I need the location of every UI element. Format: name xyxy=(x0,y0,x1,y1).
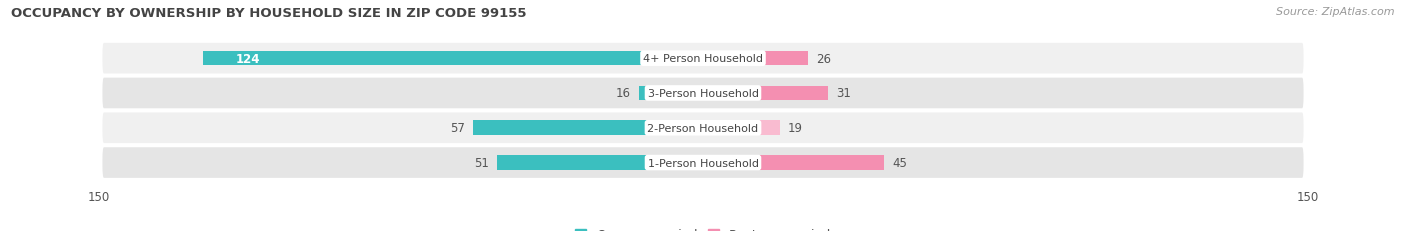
Bar xyxy=(703,86,828,101)
Text: 45: 45 xyxy=(893,156,907,169)
FancyBboxPatch shape xyxy=(103,148,1303,178)
Text: 57: 57 xyxy=(450,122,465,135)
Bar xyxy=(703,52,808,66)
FancyBboxPatch shape xyxy=(103,44,1303,74)
Text: 3-Person Household: 3-Person Household xyxy=(648,88,758,99)
FancyBboxPatch shape xyxy=(103,113,1303,143)
Bar xyxy=(703,156,884,170)
Text: OCCUPANCY BY OWNERSHIP BY HOUSEHOLD SIZE IN ZIP CODE 99155: OCCUPANCY BY OWNERSHIP BY HOUSEHOLD SIZE… xyxy=(11,7,527,20)
Text: 51: 51 xyxy=(474,156,489,169)
Text: 124: 124 xyxy=(235,52,260,65)
Text: 31: 31 xyxy=(837,87,851,100)
Bar xyxy=(638,86,703,101)
Bar xyxy=(204,52,703,66)
Text: 19: 19 xyxy=(787,122,803,135)
Bar xyxy=(474,121,703,135)
Text: 4+ Person Household: 4+ Person Household xyxy=(643,54,763,64)
Text: 1-Person Household: 1-Person Household xyxy=(648,158,758,168)
Text: Source: ZipAtlas.com: Source: ZipAtlas.com xyxy=(1277,7,1395,17)
FancyBboxPatch shape xyxy=(103,78,1303,109)
Text: 16: 16 xyxy=(616,87,630,100)
Legend: Owner-occupied, Renter-occupied: Owner-occupied, Renter-occupied xyxy=(569,223,837,231)
Text: 26: 26 xyxy=(815,52,831,65)
Text: 2-Person Household: 2-Person Household xyxy=(647,123,759,133)
Bar xyxy=(703,121,779,135)
Bar xyxy=(498,156,703,170)
